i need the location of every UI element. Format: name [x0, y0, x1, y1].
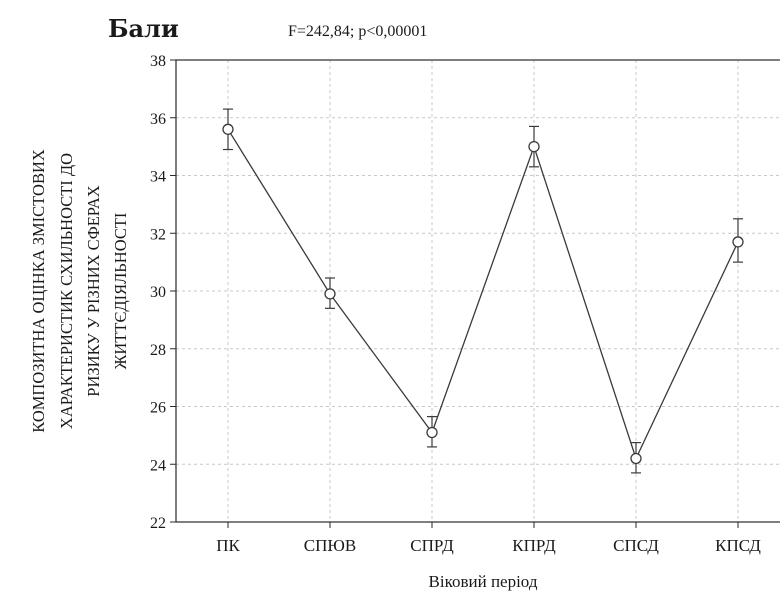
x-tick-label: СПСД [613, 536, 659, 555]
data-point [528, 140, 540, 153]
x-tick-label: СПРД [410, 536, 454, 555]
y-tick-label: 38 [150, 53, 166, 70]
y-axis: 22 24 26 28 30 32 34 36 38 [150, 53, 176, 532]
y-tick-label: 32 [150, 226, 166, 243]
series [222, 108, 744, 474]
x-tick-label: СПЮВ [304, 536, 356, 555]
data-point [630, 452, 642, 465]
y-tick-label: 24 [150, 457, 166, 474]
series-line [227, 128, 739, 461]
x-tick-label: КПРД [512, 536, 556, 555]
chart-subtitle: F=242,84; p<0,00001 [288, 23, 427, 40]
grid [176, 60, 780, 522]
data-point [426, 426, 438, 439]
data-point [222, 123, 234, 135]
y-axis-label: КОМПОЗИТНА ОЦІНКА ЗМІСТОВИХ ХАРАКТЕРИСТИ… [29, 149, 130, 433]
x-tick-label: ПК [216, 536, 240, 555]
x-axis: ПК СПЮВ СПРД КПРД СПСД КПСД [216, 522, 761, 555]
y-axis-label-line: КОМПОЗИТНА ОЦІНКА ЗМІСТОВИХ [29, 149, 48, 433]
y-tick-label: 28 [150, 342, 166, 359]
y-tick-label: 26 [150, 400, 166, 417]
y-axis-label-line: РИЗИКУ У РІЗНИХ СФЕРАХ [84, 185, 103, 396]
y-tick-label: 36 [150, 111, 166, 128]
y-axis-label-line: ХАРАКТЕРИСТИК СХИЛЬНОСТІ ДО [57, 153, 76, 429]
data-point [324, 288, 336, 300]
y-tick-label: 34 [150, 169, 166, 186]
y-tick-label: 22 [150, 515, 166, 532]
y-axis-label-line: ЖИТТЄДІЯЛЬНОСТІ [111, 213, 130, 370]
x-tick-label: КПСД [715, 536, 761, 555]
chart-title: Бали [108, 14, 179, 43]
data-point [732, 236, 744, 248]
y-tick-label: 30 [150, 284, 166, 301]
x-axis-label: Віковий період [429, 572, 538, 591]
